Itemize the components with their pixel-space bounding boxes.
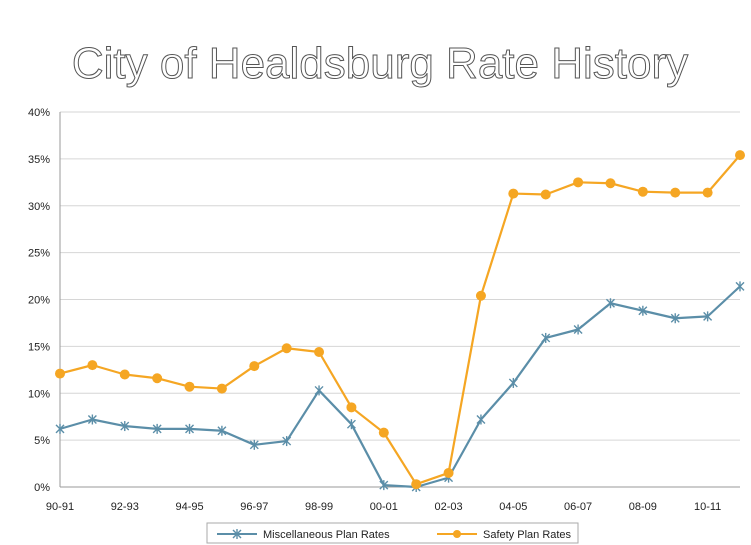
x-tick-label: 94-95: [175, 501, 203, 513]
data-point: [281, 343, 292, 354]
y-tick-label: 20%: [28, 295, 50, 307]
data-point: [508, 377, 518, 388]
data-point: [540, 189, 551, 200]
x-tick-label: 02-03: [435, 501, 463, 513]
data-point: [346, 419, 356, 430]
legend-box: [206, 522, 579, 544]
data-point: [670, 313, 680, 324]
data-point: [638, 305, 648, 316]
series-miscellaneous-plan-rates: [55, 281, 745, 492]
data-point: [541, 332, 551, 343]
x-tick-label: 00-01: [370, 501, 398, 513]
data-point: [314, 347, 325, 357]
x-tick-label: 10-11: [694, 501, 721, 513]
data-point: [637, 186, 648, 197]
x-tick-label: 96-97: [240, 501, 268, 513]
data-point: [378, 427, 389, 438]
legend-label: Miscellaneous Plan Rates: [263, 529, 390, 541]
series-line-safety-plan-rates: [59, 154, 741, 486]
data-point: [443, 467, 454, 478]
data-point: [605, 298, 615, 309]
data-point: [152, 423, 162, 434]
data-point: [411, 479, 422, 490]
series: [55, 150, 745, 492]
data-point: [55, 368, 65, 379]
y-tick-label: 35%: [28, 154, 50, 166]
data-point: [120, 421, 130, 432]
data-point: [87, 414, 97, 425]
x-tick-labels: 90-91 92-93 94-95 96-97 98-99 00-01 02-03 04-05…: [46, 501, 721, 513]
data-point: [573, 177, 584, 188]
chart-title: City of Healdsburg Rate History: [72, 39, 688, 88]
data-point: [476, 414, 486, 425]
data-point: [185, 423, 195, 434]
x-tick-label: 90-91: [46, 501, 74, 513]
data-point: [703, 311, 713, 322]
data-point: [573, 324, 583, 335]
legend-label: Safety Plan Rates: [483, 529, 572, 541]
data-point: [508, 188, 519, 199]
y-tick-label: 15%: [28, 341, 50, 353]
data-point: [475, 290, 486, 301]
legend-item: Miscellaneous Plan Rates: [217, 529, 390, 541]
data-point: [735, 150, 745, 161]
data-point: [282, 436, 292, 447]
data-point: [55, 423, 65, 434]
x-tick-label: 08-09: [629, 501, 657, 513]
data-point: [216, 383, 227, 394]
data-point: [119, 369, 130, 380]
series-safety-plan-rates: [55, 150, 745, 490]
y-tick-label: 10%: [28, 388, 50, 400]
data-point: [152, 373, 163, 384]
data-point: [735, 281, 745, 292]
data-point: [702, 187, 713, 198]
data-point: [87, 360, 98, 371]
y-tick-label: 40%: [28, 107, 50, 119]
y-tick-labels: 0% 5% 10% 15% 20% 25% 30% 35% 40%: [28, 107, 50, 494]
data-point: [605, 178, 616, 189]
data-point: [379, 480, 389, 491]
y-tick-label: 5%: [34, 435, 50, 447]
x-tick-label: 98-99: [305, 501, 333, 513]
data-point: [314, 385, 324, 396]
x-tick-label: 06-07: [564, 501, 592, 513]
data-point: [217, 425, 227, 436]
x-tick-label: 92-93: [111, 501, 139, 513]
series-line-miscellaneous-plan-rates: [59, 285, 741, 489]
x-tick-label: 04-05: [499, 501, 527, 513]
data-point: [670, 187, 681, 198]
data-point: [184, 381, 195, 392]
data-point: [249, 361, 260, 372]
gridlines: [60, 111, 740, 441]
data-point: [346, 402, 357, 413]
y-tick-label: 30%: [28, 201, 50, 213]
legend-item: Safety Plan Rates: [437, 529, 572, 541]
y-tick-label: 25%: [28, 248, 50, 260]
data-point: [249, 439, 259, 450]
y-tick-label: 0%: [34, 482, 50, 494]
legend: Miscellaneous Plan Rates Safety Plan Rate…: [206, 522, 579, 544]
